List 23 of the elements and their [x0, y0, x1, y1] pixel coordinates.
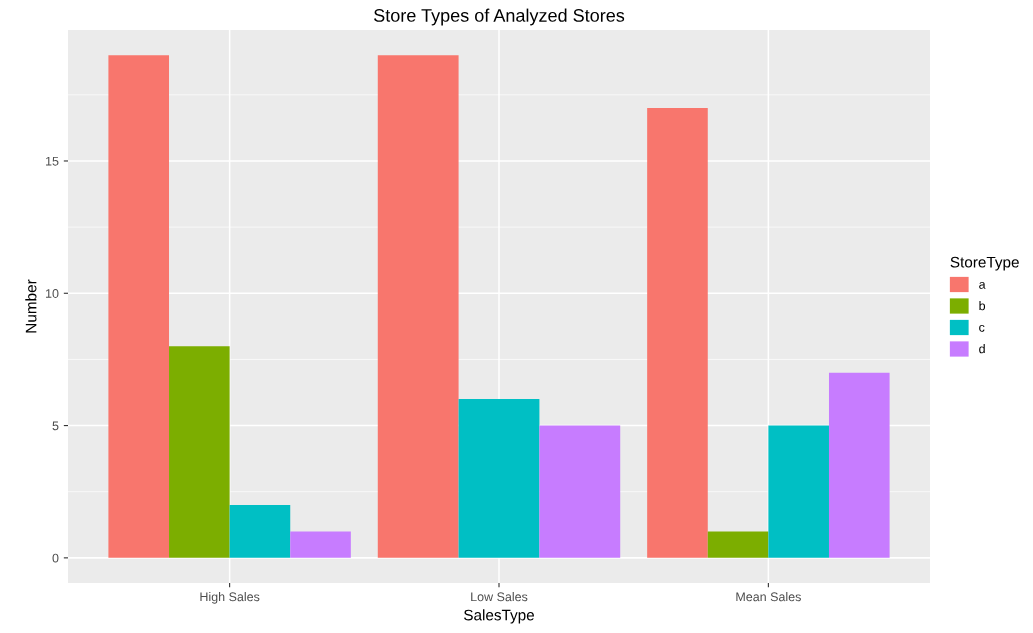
legend-label: a — [979, 281, 986, 289]
chart-title: Store Types of Analyzed Stores — [374, 8, 625, 26]
bar — [290, 531, 351, 558]
y-axis-title: Number — [25, 279, 37, 333]
x-tick-label: Low Sales — [471, 592, 528, 602]
y-tick-label: 5 — [52, 421, 59, 431]
legend-label: d — [979, 344, 985, 354]
bar — [229, 504, 291, 558]
legend-title: StoreType — [950, 256, 1019, 271]
bar — [647, 108, 708, 558]
x-tick-label: Mean Sales — [736, 592, 801, 602]
bar — [768, 425, 829, 558]
x-axis-title: SalesType — [464, 609, 534, 624]
legend-label: b — [979, 301, 986, 311]
bar — [169, 346, 230, 558]
x-tick-label: High Sales — [200, 592, 260, 604]
bar — [707, 531, 769, 558]
y-tick-label: 10 — [46, 289, 59, 298]
y-tick-label: 0 — [52, 553, 59, 563]
legend-label: c — [979, 324, 985, 332]
y-tick-label: 15 — [46, 156, 59, 166]
bar — [108, 55, 170, 558]
bar — [828, 372, 890, 558]
